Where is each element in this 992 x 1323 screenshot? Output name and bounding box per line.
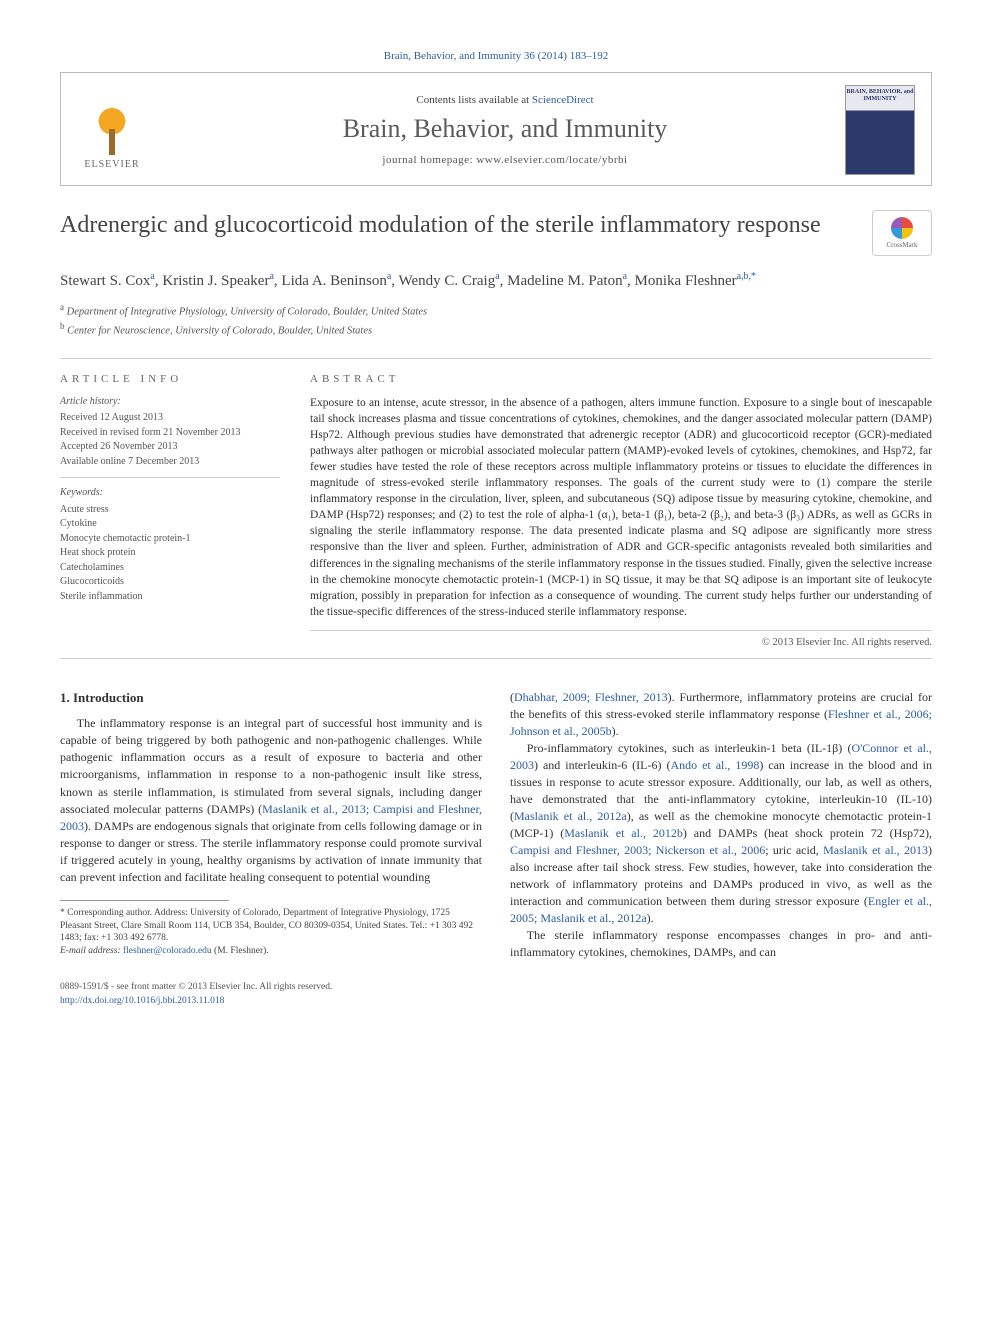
sciencedirect-link[interactable]: ScienceDirect	[532, 94, 594, 106]
intro-p1: The inflammatory response is an integral…	[60, 715, 482, 885]
author-list: Stewart S. Coxa, Kristin J. Speakera, Li…	[60, 270, 932, 291]
body-col-right: (Dhabhar, 2009; Fleshner, 2013). Further…	[510, 689, 932, 962]
author-email-link[interactable]: fleshner@colorado.edu	[123, 946, 212, 956]
abstract-column: ABSTRACT Exposure to an intense, acute s…	[310, 373, 932, 648]
abstract-text: Exposure to an intense, acute stressor, …	[310, 395, 932, 631]
email-label: E-mail address:	[60, 946, 123, 956]
journal-homepage: journal homepage: www.elsevier.com/locat…	[165, 154, 845, 166]
footnote-separator	[60, 900, 229, 901]
intro-heading: 1. Introduction	[60, 689, 482, 707]
homepage-url: www.elsevier.com/locate/ybrbi	[476, 154, 627, 166]
keyword-list: Acute stressCytokineMonocyte chemotactic…	[60, 503, 280, 605]
journal-header: ELSEVIER Contents lists available at Sci…	[60, 72, 932, 186]
ref-link[interactable]: Maslanik et al., 2012b	[564, 826, 683, 840]
cover-title: BRAIN, BEHAVIOR, and IMMUNITY	[846, 86, 914, 102]
article-info-heading: ARTICLE INFO	[60, 373, 280, 385]
email-footnote: E-mail address: fleshner@colorado.edu (M…	[60, 945, 482, 958]
email-suffix: (M. Fleshner).	[212, 946, 269, 956]
history-label: Article history:	[60, 395, 280, 410]
text: ) and DAMPs (heat shock protein 72 (Hsp7…	[683, 826, 932, 840]
keywords-label: Keywords:	[60, 486, 280, 501]
journal-cover-thumb: BRAIN, BEHAVIOR, and IMMUNITY	[845, 85, 915, 175]
elsevier-tree-icon	[83, 101, 141, 159]
body-col-left: 1. Introduction The inflammatory respons…	[60, 689, 482, 962]
col2-p2: Pro-inflammatory cytokines, such as inte…	[510, 740, 932, 927]
ref-link[interactable]: Campisi and Fleshner, 2003; Nickerson et…	[510, 843, 765, 857]
crossmark-badge[interactable]: CrossMark	[872, 210, 932, 256]
homepage-prefix: journal homepage:	[382, 154, 476, 166]
journal-name: Brain, Behavior, and Immunity	[165, 114, 845, 144]
crossmark-label: CrossMark	[886, 241, 917, 249]
text: Pro-inflammatory cytokines, such as inte…	[527, 741, 852, 755]
article-info-sidebar: ARTICLE INFO Article history: Received 1…	[60, 373, 280, 648]
text: ). DAMPs are endogenous signals that ori…	[60, 819, 482, 884]
citation-line: Brain, Behavior, and Immunity 36 (2014) …	[60, 50, 932, 62]
text: ) and interleukin-6 (IL-6) (	[534, 758, 670, 772]
doi-link[interactable]: http://dx.doi.org/10.1016/j.bbi.2013.11.…	[60, 996, 224, 1006]
ref-link[interactable]: Maslanik et al., 2013	[823, 843, 928, 857]
footer-line1: 0889-1591/$ - see front matter © 2013 El…	[60, 981, 932, 994]
col2-p3: The sterile inflammatory response encomp…	[510, 927, 932, 961]
page-footer: 0889-1591/$ - see front matter © 2013 El…	[60, 981, 932, 1008]
col2-p1: (Dhabhar, 2009; Fleshner, 2013). Further…	[510, 689, 932, 740]
abstract-heading: ABSTRACT	[310, 373, 932, 385]
text: ; uric acid,	[765, 843, 823, 857]
abstract-copyright: © 2013 Elsevier Inc. All rights reserved…	[310, 637, 932, 648]
divider	[60, 658, 932, 659]
publisher-label: ELSEVIER	[84, 159, 139, 170]
elsevier-logo: ELSEVIER	[77, 90, 147, 170]
history-list: Received 12 August 2013Received in revis…	[60, 411, 280, 469]
text: ).	[647, 911, 654, 925]
article-title: Adrenergic and glucocorticoid modulation…	[60, 210, 856, 240]
text: ).	[612, 724, 619, 738]
corresponding-footnote: * Corresponding author. Address: Univers…	[60, 907, 482, 945]
divider	[60, 358, 932, 359]
crossmark-icon	[891, 217, 913, 239]
contents-available: Contents lists available at ScienceDirec…	[165, 94, 845, 106]
ref-link[interactable]: Maslanik et al., 2012a	[514, 809, 627, 823]
ref-link[interactable]: Dhabhar, 2009; Fleshner, 2013	[514, 690, 668, 704]
body-columns: 1. Introduction The inflammatory respons…	[60, 689, 932, 962]
ref-link[interactable]: Ando et al., 1998	[670, 758, 759, 772]
affiliations: a Department of Integrative Physiology, …	[60, 301, 932, 339]
contents-prefix: Contents lists available at	[416, 94, 531, 106]
